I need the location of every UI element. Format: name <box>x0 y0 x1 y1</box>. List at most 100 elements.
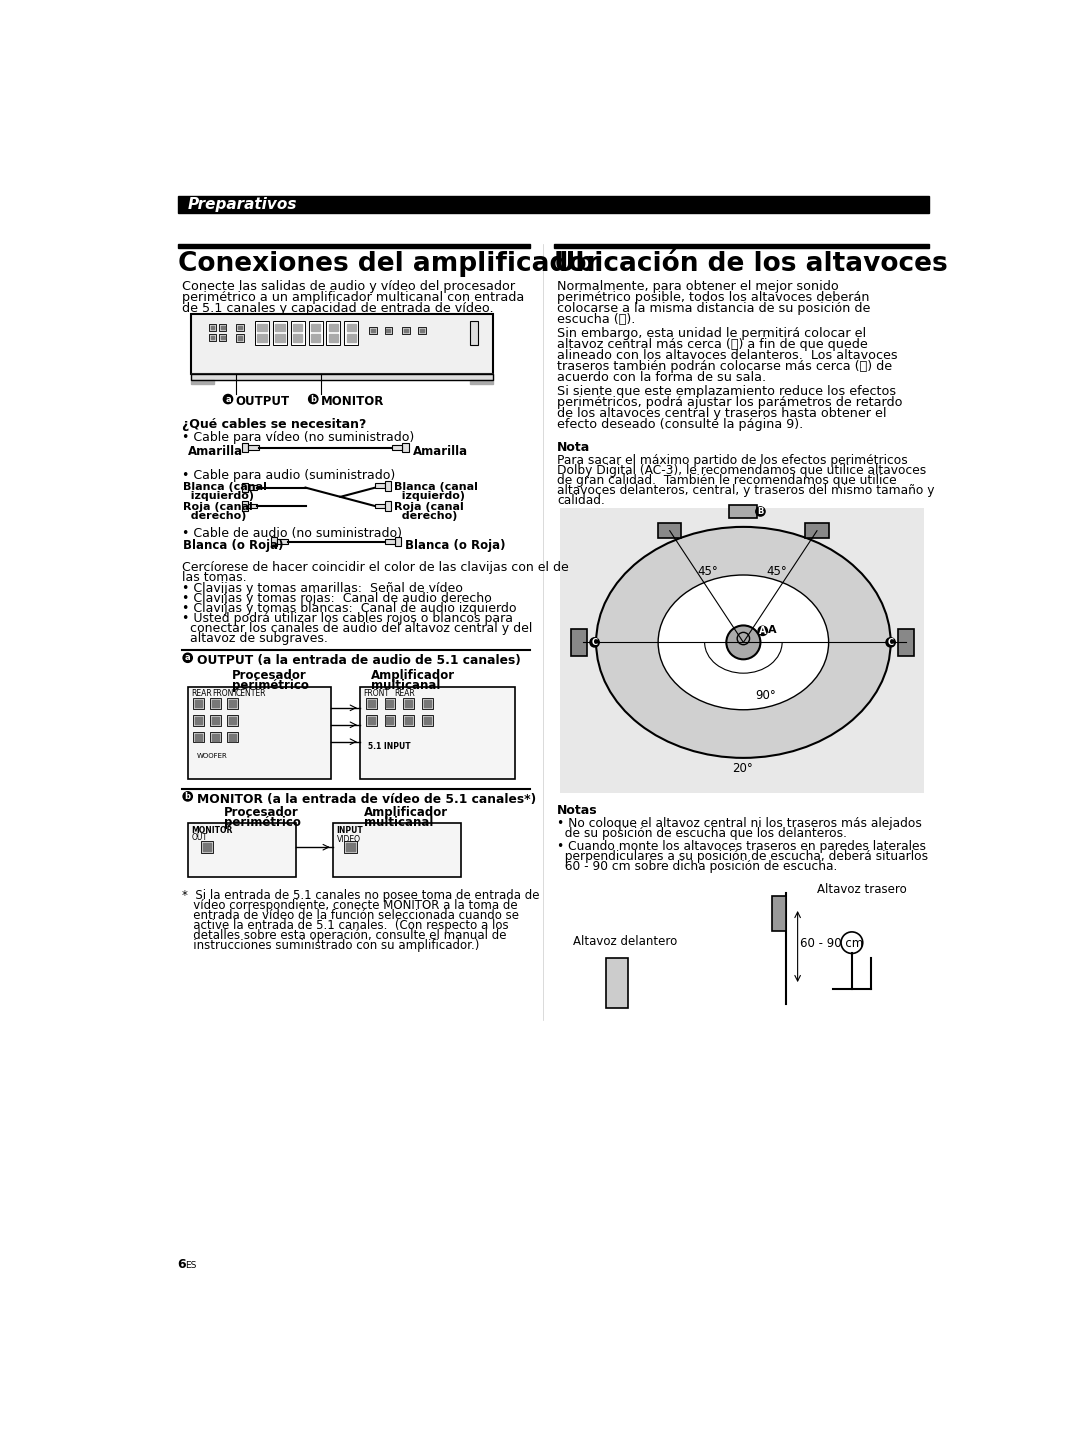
Text: 20°: 20° <box>732 761 753 774</box>
Bar <box>218 324 227 331</box>
Bar <box>257 324 267 331</box>
Bar <box>470 380 494 384</box>
Bar <box>255 321 269 345</box>
Bar <box>404 328 408 332</box>
Bar <box>328 334 338 342</box>
Circle shape <box>309 394 318 404</box>
Text: altavoz de subgraves.: altavoz de subgraves. <box>181 632 327 645</box>
Bar <box>248 445 259 450</box>
Text: • Clavijas y tomas rojas:  Canal de audio derecho: • Clavijas y tomas rojas: Canal de audio… <box>181 591 491 604</box>
Text: Blanca (canal: Blanca (canal <box>183 482 267 492</box>
Text: Cercíorese de hacer coincidir el color de las clavijas con el de: Cercíorese de hacer coincidir el color d… <box>181 561 568 574</box>
Bar <box>191 380 214 384</box>
Circle shape <box>756 507 765 517</box>
Bar <box>193 731 204 743</box>
Bar <box>309 321 323 345</box>
Bar <box>229 699 237 707</box>
Text: ¿Qué cables se necesitan?: ¿Qué cables se necesitan? <box>181 417 366 430</box>
Bar <box>191 374 494 380</box>
Text: • Cable para audio (suministrado): • Cable para audio (suministrado) <box>181 469 395 482</box>
Text: multicanal: multicanal <box>372 679 441 692</box>
Bar <box>311 334 321 342</box>
Text: 6: 6 <box>177 1258 186 1272</box>
Bar <box>227 698 238 708</box>
Text: a: a <box>185 653 190 662</box>
Text: Amplificador: Amplificador <box>372 669 456 682</box>
Text: Altavoz trasero: Altavoz trasero <box>816 884 907 896</box>
Bar <box>366 715 377 725</box>
Text: Amplificador: Amplificador <box>364 806 448 819</box>
Text: perimétrico a un amplificador multicanal con entrada: perimétrico a un amplificador multicanal… <box>181 291 524 304</box>
Bar <box>242 443 248 452</box>
Text: a: a <box>226 394 231 403</box>
Text: A: A <box>759 626 767 636</box>
Text: de gran calidad.  También le recomendamos que utilice: de gran calidad. También le recomendamos… <box>557 473 897 486</box>
Text: entrada de vídeo de la función seleccionada cuando se: entrada de vídeo de la función seleccion… <box>181 909 518 922</box>
Text: INPUT: INPUT <box>337 826 363 835</box>
Bar <box>235 334 243 342</box>
Text: active la entrada de 5.1 canales.  (Con respecto a los: active la entrada de 5.1 canales. (Con r… <box>181 920 508 932</box>
Text: Preparativos: Preparativos <box>188 197 297 212</box>
Text: calidad.: calidad. <box>557 494 605 507</box>
Text: WOOFER: WOOFER <box>197 753 228 760</box>
Bar <box>606 958 627 1009</box>
Bar <box>293 334 302 342</box>
Text: Nota: Nota <box>557 440 591 453</box>
Text: 90°: 90° <box>755 689 775 702</box>
Bar <box>420 328 423 332</box>
Text: de su posición de escucha que los delanteros.: de su posición de escucha que los delant… <box>557 827 848 840</box>
Bar <box>384 715 395 725</box>
Text: VIDEO: VIDEO <box>337 835 361 843</box>
Text: b: b <box>310 394 316 403</box>
Bar <box>384 327 392 334</box>
Bar <box>208 334 216 341</box>
Text: Ubicación de los altavoces: Ubicación de los altavoces <box>554 252 947 278</box>
Bar <box>220 325 225 330</box>
Text: escucha (Ⓐ).: escucha (Ⓐ). <box>557 312 636 325</box>
Bar <box>387 328 390 332</box>
Bar <box>203 843 212 852</box>
Text: Procesador: Procesador <box>232 669 307 682</box>
Circle shape <box>183 653 192 662</box>
Text: C: C <box>592 637 597 648</box>
Bar <box>177 196 930 213</box>
Circle shape <box>224 394 232 404</box>
Text: 60 - 90 cm: 60 - 90 cm <box>800 937 863 950</box>
Bar <box>227 715 238 725</box>
Bar <box>311 324 321 331</box>
Circle shape <box>758 626 768 636</box>
Bar <box>211 335 215 340</box>
Text: izquierdo): izquierdo) <box>183 491 254 501</box>
Text: 60 - 90 cm sobre dicha posición de escucha.: 60 - 90 cm sobre dicha posición de escuc… <box>557 859 838 872</box>
Bar <box>188 823 296 878</box>
Text: MONITOR: MONITOR <box>321 396 384 409</box>
Text: efecto deseado (consulte la página 9).: efecto deseado (consulte la página 9). <box>557 417 804 430</box>
Text: • Usted podrá utilizar los cables rojos o blancos para: • Usted podrá utilizar los cables rojos … <box>181 612 513 625</box>
Bar <box>276 540 287 544</box>
Bar <box>806 522 828 538</box>
Bar <box>195 699 202 707</box>
Bar <box>387 699 393 707</box>
Bar <box>772 896 786 931</box>
Bar <box>360 686 515 780</box>
Text: Conexiones del amplificador: Conexiones del amplificador <box>177 252 599 278</box>
Text: de 5.1 canales y capacidad de entrada de vídeo.: de 5.1 canales y capacidad de entrada de… <box>181 302 494 315</box>
Text: • Clavijas y tomas blancas:  Canal de audio izquierdo: • Clavijas y tomas blancas: Canal de aud… <box>181 602 516 614</box>
Text: ES: ES <box>186 1261 197 1269</box>
Text: 5.1 INPUT: 5.1 INPUT <box>367 743 410 751</box>
Text: Blanca (o Roja): Blanca (o Roja) <box>405 540 505 553</box>
Text: perimétricos, podrá ajustar los parámetros de retardo: perimétricos, podrá ajustar los parámetr… <box>557 396 903 409</box>
Bar <box>392 445 403 450</box>
Bar <box>554 245 930 248</box>
Bar <box>403 443 408 452</box>
Bar <box>177 245 530 248</box>
Bar <box>212 734 219 741</box>
Bar <box>384 540 394 544</box>
Bar <box>347 324 356 331</box>
Bar <box>387 717 393 724</box>
Bar <box>326 321 340 345</box>
Bar <box>422 715 433 725</box>
Text: OUT: OUT <box>191 833 207 842</box>
Text: • Clavijas y tomas amarillas:  Señal de vídeo: • Clavijas y tomas amarillas: Señal de v… <box>181 581 462 594</box>
Bar <box>218 334 227 341</box>
